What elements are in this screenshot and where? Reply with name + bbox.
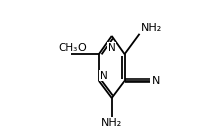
Text: N: N — [100, 71, 108, 81]
Text: NH₂: NH₂ — [141, 23, 162, 33]
Text: CH₃: CH₃ — [58, 43, 77, 53]
Text: N: N — [108, 43, 116, 53]
Text: N: N — [152, 76, 160, 86]
Text: O: O — [77, 43, 86, 53]
Text: NH₂: NH₂ — [101, 118, 122, 128]
